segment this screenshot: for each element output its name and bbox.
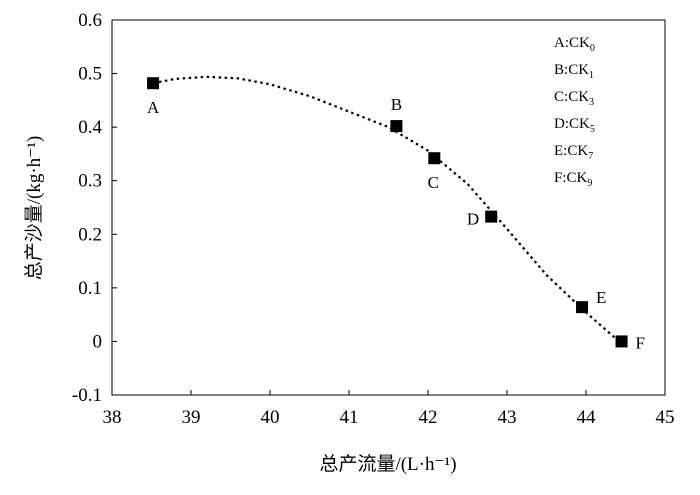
legend-name: CK [567, 170, 588, 186]
data-point-label: B [391, 95, 402, 114]
x-tick-label: 40 [261, 407, 280, 428]
x-tick-label: 44 [577, 407, 597, 428]
legend-key: A [554, 35, 565, 51]
legend-entry: F:CK9 [554, 170, 592, 189]
data-point-label: A [147, 98, 160, 117]
legend-key: D [554, 116, 565, 132]
legend-separator: : [564, 62, 568, 78]
legend-separator: : [565, 35, 569, 51]
legend-key: B [554, 62, 564, 78]
x-tick-label: 39 [182, 407, 201, 428]
x-axis-title: 总产流量/(L·h⁻¹) [319, 453, 456, 475]
y-tick-label: 0.6 [78, 10, 102, 31]
x-tick-label: 43 [498, 407, 517, 428]
legend-key: F [554, 170, 562, 186]
y-tick-label: -0.1 [72, 385, 102, 406]
legend-entry: D:CK5 [554, 116, 595, 135]
legend-name: CK [568, 89, 589, 105]
x-tick-label: 42 [419, 407, 438, 428]
legend-subscript: 1 [589, 70, 594, 81]
y-axis-title: 总产沙量/(kg·h⁻¹) [23, 136, 45, 281]
data-point-d [485, 210, 498, 223]
x-tick-label: 45 [656, 407, 675, 428]
y-tick-label: 0.2 [78, 224, 102, 245]
legend-name: CK [567, 143, 588, 159]
y-tick-label: 0.1 [78, 278, 102, 299]
legend-entry: E:CK7 [554, 143, 593, 162]
y-tick-label: 0.3 [78, 171, 102, 192]
data-point-c [428, 152, 441, 165]
legend-separator: : [563, 143, 567, 159]
legend-subscript: 3 [589, 97, 594, 108]
x-tick-label: 38 [103, 407, 122, 428]
data-point-a [147, 77, 160, 90]
legend-key: C [554, 89, 564, 105]
legend-key: E [554, 143, 563, 159]
plot-area [111, 19, 666, 396]
data-point-label: F [636, 333, 645, 352]
x-tick-label: 41 [340, 407, 359, 428]
data-point-label: E [596, 288, 606, 307]
legend-separator: : [565, 116, 569, 132]
legend-subscript: 5 [590, 124, 595, 135]
y-axis: -0.1 0 0.1 0.2 0.3 0.4 0.5 0.6 [72, 10, 117, 406]
data-point-e [576, 301, 589, 314]
y-tick-label: 0.5 [78, 64, 102, 85]
legend-separator: : [562, 170, 566, 186]
x-axis: 38 39 40 41 42 43 44 45 [103, 390, 675, 428]
legend-subscript: 0 [590, 43, 595, 54]
legend-subscript: 9 [587, 178, 592, 189]
trendline [152, 75, 623, 345]
y-tick-label: 0 [93, 331, 103, 352]
legend-entry: A:CK0 [554, 35, 595, 54]
legend-name: CK [568, 62, 589, 78]
legend-entry: C:CK3 [554, 89, 594, 108]
data-point-label: D [467, 210, 479, 229]
data-point-label: C [428, 173, 439, 192]
data-point-b [390, 120, 403, 133]
legend-separator: : [564, 89, 568, 105]
data-point-f [615, 335, 628, 348]
legend-name: CK [569, 35, 590, 51]
y-tick-label: 0.4 [78, 117, 102, 138]
legend-entry: B:CK1 [554, 62, 594, 81]
legend-subscript: 7 [588, 151, 593, 162]
legend-name: CK [569, 116, 590, 132]
